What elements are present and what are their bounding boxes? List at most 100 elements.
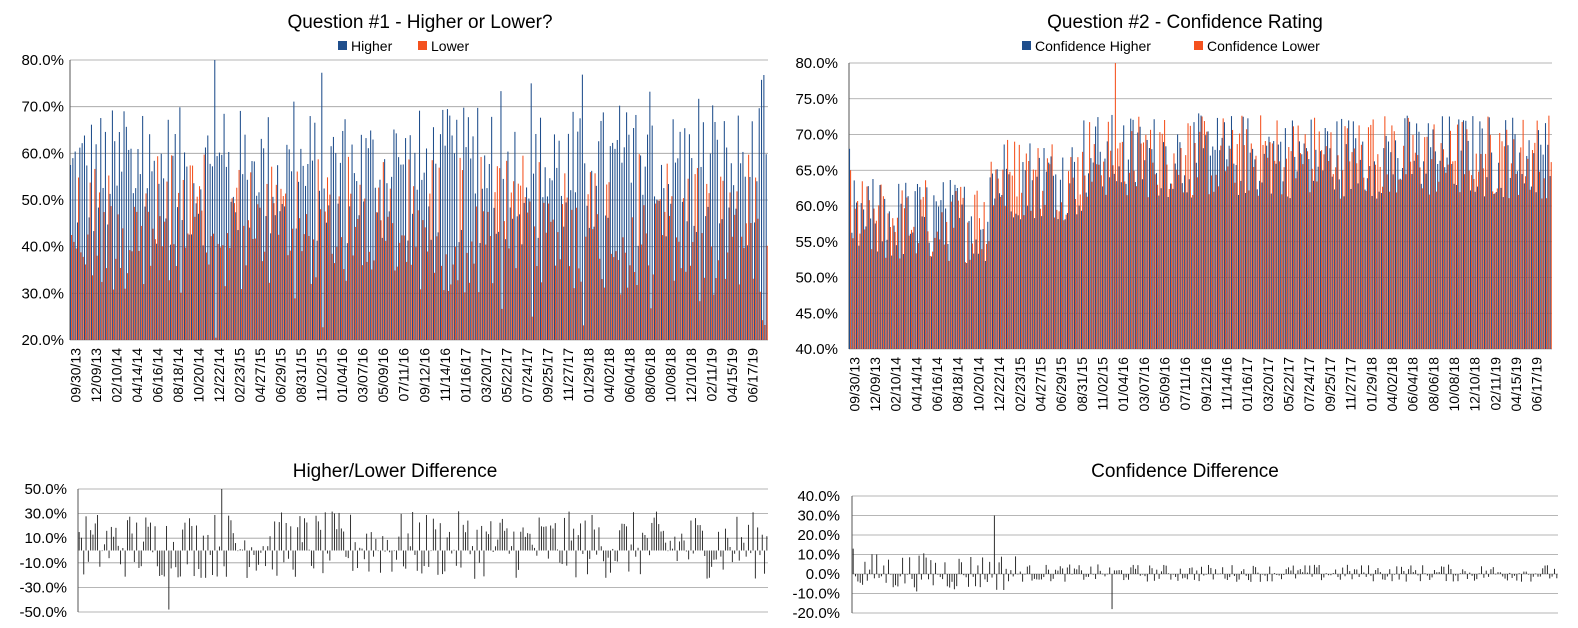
bar-difference — [1408, 569, 1410, 574]
bar-conf-higher — [1212, 146, 1214, 349]
chart-d2-title: Confidence Difference — [1091, 461, 1279, 482]
bar-higher — [188, 234, 190, 340]
bar-conf-lower — [1391, 125, 1393, 349]
bar-difference — [942, 574, 944, 580]
bar-conf-higher — [1390, 152, 1392, 349]
bar-difference — [979, 574, 981, 588]
bar-higher — [367, 148, 369, 340]
bar-higher — [507, 151, 509, 340]
bar-higher — [102, 187, 104, 340]
bar-conf-higher — [1106, 141, 1108, 349]
bar-difference — [469, 550, 471, 555]
x-tick-label: 10/08/18 — [663, 348, 679, 403]
bar-difference — [752, 512, 754, 551]
bar-lower — [745, 223, 747, 340]
bar-lower — [159, 216, 161, 340]
bar-difference — [1398, 574, 1400, 580]
bar-higher — [370, 130, 372, 340]
bar-conf-lower — [1389, 191, 1391, 349]
bar-higher — [246, 179, 248, 340]
bar-higher — [430, 239, 432, 340]
bar-difference — [547, 550, 549, 559]
bar-lower — [161, 246, 163, 340]
bar-difference — [644, 535, 646, 551]
y-tick-label: 80.0% — [21, 52, 64, 69]
bar-lower — [110, 206, 112, 340]
bar-conf-lower — [1342, 170, 1344, 349]
bar-lower — [568, 266, 571, 340]
bar-difference — [260, 550, 262, 553]
bar-difference — [202, 535, 204, 551]
bar-difference — [1377, 568, 1379, 574]
bar-conf-higher — [1022, 162, 1024, 349]
bar-higher — [309, 116, 311, 340]
bar-conf-lower — [854, 208, 856, 349]
bar-conf-lower — [1468, 170, 1470, 349]
bar-difference — [1165, 565, 1167, 574]
bar-higher — [577, 131, 579, 340]
bar-conf-higher — [1477, 186, 1479, 349]
bar-lower — [624, 252, 626, 340]
bar-difference — [1511, 574, 1513, 578]
bar-conf-lower — [1522, 119, 1524, 349]
bar-difference — [1349, 571, 1351, 574]
bar-higher — [172, 155, 174, 340]
bar-conf-lower — [1091, 181, 1093, 349]
bar-difference — [166, 525, 168, 551]
bar-higher — [342, 130, 344, 340]
bar-difference — [343, 531, 345, 551]
bar-higher — [163, 178, 165, 340]
bar-difference — [635, 550, 637, 557]
bar-difference — [1363, 572, 1365, 574]
bar-higher — [640, 155, 642, 340]
bar-conf-higher — [1411, 173, 1413, 349]
y-tick-label: 60.0% — [795, 198, 838, 215]
bar-difference — [1365, 574, 1367, 577]
y-tick-label: 55.0% — [795, 234, 838, 251]
bar-higher — [260, 138, 262, 340]
bar-conf-lower — [1213, 191, 1215, 349]
bar-difference — [1215, 569, 1217, 574]
x-tick-label: 11/14/16 — [1219, 357, 1235, 411]
bar-difference — [672, 548, 674, 551]
bar-conf-higher — [1003, 144, 1005, 349]
bar-higher — [230, 201, 232, 340]
bar-lower — [713, 294, 715, 340]
bar-higher — [553, 134, 555, 340]
x-tick-label: 06/29/15 — [273, 348, 289, 403]
bar-difference — [1052, 574, 1054, 579]
bar-difference — [1064, 574, 1066, 582]
bar-difference — [1005, 568, 1007, 574]
bar-difference — [1193, 574, 1195, 580]
bar-conf-lower — [1548, 115, 1550, 350]
bar-lower — [168, 280, 170, 340]
bar-conf-lower — [1028, 161, 1030, 349]
bar-difference — [1196, 570, 1198, 574]
bar-conf-higher — [1006, 168, 1008, 349]
bar-difference — [944, 562, 946, 574]
bar-higher — [705, 216, 707, 340]
bar-difference — [1462, 569, 1464, 574]
bar-lower — [119, 267, 121, 340]
bar-higher — [526, 187, 528, 340]
bar-difference — [1311, 574, 1313, 577]
bar-difference — [878, 574, 880, 578]
bar-difference — [743, 542, 745, 551]
bar-difference — [722, 550, 724, 570]
bar-lower — [187, 233, 189, 340]
bar-lower — [664, 211, 666, 340]
bar-conf-lower — [1180, 148, 1182, 349]
bar-conf-higher — [888, 211, 890, 349]
bar-difference — [637, 547, 639, 551]
bar-conf-lower — [1112, 165, 1114, 349]
x-tick-label: 11/14/16 — [437, 348, 453, 402]
bar-conf-higher — [1282, 181, 1284, 349]
bar-higher — [709, 153, 711, 340]
bar-higher — [209, 163, 211, 340]
bar-difference — [292, 550, 294, 570]
bar-difference — [258, 550, 260, 565]
bar-difference — [570, 540, 572, 551]
bar-difference — [1288, 567, 1290, 574]
bar-difference — [161, 550, 163, 575]
bar-higher — [339, 162, 341, 340]
